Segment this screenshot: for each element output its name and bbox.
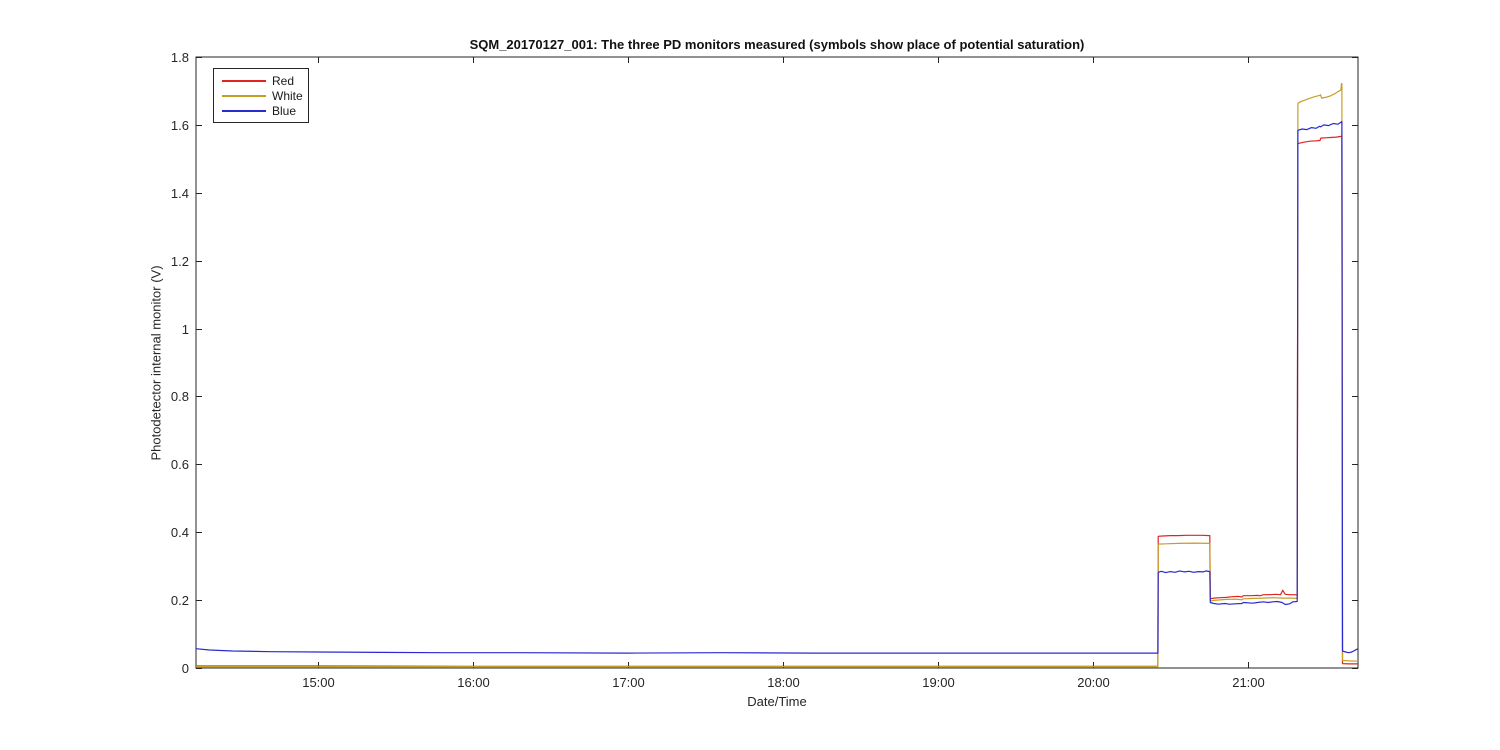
- y-tick-label: 0.8: [171, 389, 189, 404]
- legend-item-white: White: [214, 89, 308, 103]
- y-tick-label: 0.4: [171, 525, 189, 540]
- x-axis-label: Date/Time: [747, 694, 807, 709]
- legend-label-white: White: [272, 88, 303, 103]
- legend-label-red: Red: [272, 73, 295, 88]
- axes-box: [195, 56, 1359, 669]
- legend-box: Red White Blue: [213, 68, 309, 123]
- chart-title: SQM_20170127_001: The three PD monitors …: [469, 37, 1085, 52]
- y-tick-label: 1.4: [171, 186, 189, 201]
- series-line-red: [196, 135, 1358, 667]
- legend-line-red: [222, 79, 266, 82]
- x-tick-label: 20:00: [1077, 675, 1110, 690]
- legend-item-red: Red: [214, 74, 308, 88]
- y-tick-label: 1.6: [171, 118, 189, 133]
- legend-line-white: [222, 94, 266, 97]
- y-tick-label: 1.8: [171, 50, 189, 65]
- x-tick-label: 17:00: [612, 675, 645, 690]
- series-line-blue: [195, 120, 1359, 654]
- legend-item-blue: Blue: [214, 104, 308, 118]
- y-tick-label: 1.2: [171, 254, 189, 269]
- x-tick-label: 19:00: [922, 675, 955, 690]
- y-tick-label: 1: [182, 322, 189, 337]
- x-tick-label: 21:00: [1232, 675, 1265, 690]
- legend-label-blue: Blue: [272, 103, 297, 118]
- y-tick-label: 0.6: [171, 457, 189, 472]
- x-tick-label: 16:00: [457, 675, 490, 690]
- legend-line-blue: [222, 109, 266, 112]
- y-tick-label: 0: [182, 661, 189, 676]
- x-tick-label: 15:00: [302, 675, 335, 690]
- series-line-white: [196, 82, 1359, 668]
- x-tick-label: 18:00: [767, 675, 800, 690]
- y-tick-label: 0.2: [171, 593, 189, 608]
